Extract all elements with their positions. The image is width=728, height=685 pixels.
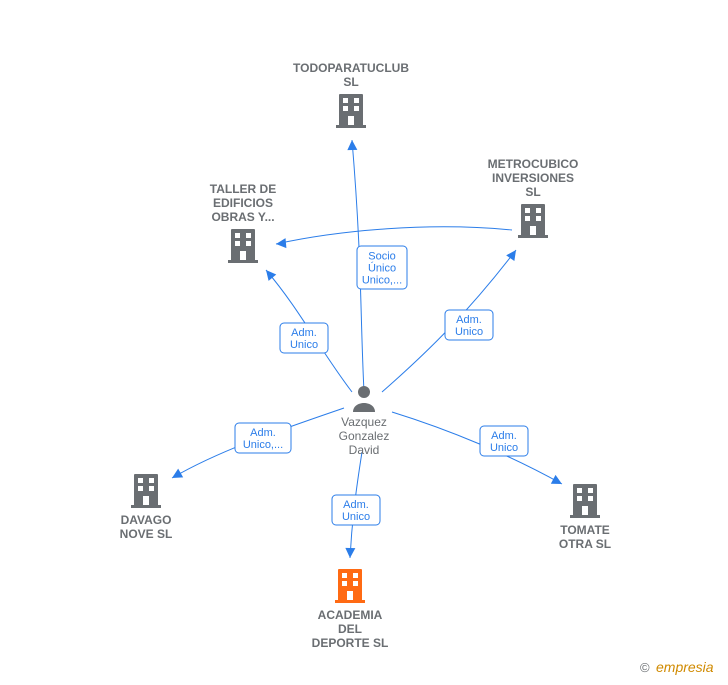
edge-label-text: Socio: [368, 251, 396, 263]
node-davago[interactable]: DAVAGONOVE SL: [120, 474, 173, 541]
node-label: OTRA SL: [559, 537, 611, 551]
node-tomate[interactable]: TOMATEOTRA SL: [559, 484, 611, 551]
center-node-person[interactable]: VazquezGonzalezDavid: [339, 386, 390, 457]
edge-label: Adm.Unico: [332, 495, 380, 525]
arrow-head: [276, 238, 286, 248]
watermark-brand: empresia: [656, 659, 714, 675]
edge-label-text: Adm.: [291, 327, 317, 339]
node-label: TALLER DE: [210, 182, 276, 196]
edge-label-text: Adm.: [250, 427, 276, 439]
node-label: TODOPARATUCLUB: [293, 61, 409, 75]
building-icon: [518, 204, 548, 238]
arrow-head: [345, 548, 355, 558]
node-label: SL: [343, 75, 358, 89]
center-node-label: Gonzalez: [339, 429, 390, 443]
center-node-label: Vazquez: [341, 415, 387, 429]
building-icon: [335, 569, 365, 603]
node-label: DAVAGO: [121, 513, 172, 527]
edge-label-text: Unico: [455, 326, 483, 338]
node-label: ACADEMIA: [318, 608, 383, 622]
node-label: OBRAS Y...: [211, 210, 274, 224]
arrow-head: [506, 250, 516, 261]
network-diagram: SocioÚnicoUnico,...Adm.UnicoAdm.UnicoAdm…: [0, 0, 728, 685]
node-todoparatuclub[interactable]: TODOPARATUCLUBSL: [293, 61, 409, 128]
edge-label-text: Unico,...: [243, 439, 283, 451]
node-label: DEL: [338, 622, 362, 636]
edge-label-text: Unico,...: [362, 275, 402, 287]
node-label: TOMATE: [560, 523, 610, 537]
node-taller[interactable]: TALLER DEEDIFICIOSOBRAS Y...: [210, 182, 276, 263]
edge-label: SocioÚnicoUnico,...: [357, 246, 407, 289]
edge-label-text: Adm.: [343, 499, 369, 511]
arrow-head: [266, 270, 276, 281]
person-icon: [353, 386, 375, 412]
edge-label-text: Único: [368, 262, 396, 275]
building-icon: [228, 229, 258, 263]
edge-label-text: Unico: [490, 442, 518, 454]
arrow-head: [172, 469, 183, 478]
node-label: METROCUBICO: [488, 157, 579, 171]
node-label: NOVE SL: [120, 527, 173, 541]
building-icon: [131, 474, 161, 508]
arrow-head: [551, 475, 562, 484]
edge-person-tomate: [392, 412, 562, 484]
edge-label-text: Adm.: [491, 430, 517, 442]
node-label: EDIFICIOS: [213, 196, 273, 210]
edge-label-text: Unico: [290, 339, 318, 351]
node-academia[interactable]: ACADEMIADELDEPORTE SL: [312, 569, 389, 650]
edge-label-text: Adm.: [456, 314, 482, 326]
building-icon: [336, 94, 366, 128]
center-node-label: David: [349, 443, 380, 457]
edge-label: Adm.Unico: [480, 426, 528, 456]
building-icon: [570, 484, 600, 518]
watermark-copyright: ©: [640, 660, 650, 675]
edge-label: Adm.Unico: [280, 323, 328, 353]
node-label: SL: [525, 185, 540, 199]
node-label: DEPORTE SL: [312, 636, 389, 650]
node-label: INVERSIONES: [492, 171, 574, 185]
edge-label: Adm.Unico: [445, 310, 493, 340]
edge-label-text: Unico: [342, 511, 370, 523]
arrow-head: [347, 140, 357, 150]
node-metrocubico[interactable]: METROCUBICOINVERSIONESSL: [488, 157, 579, 238]
edge-label: Adm.Unico,...: [235, 423, 291, 453]
edge-metrocubico-taller: [276, 227, 512, 244]
